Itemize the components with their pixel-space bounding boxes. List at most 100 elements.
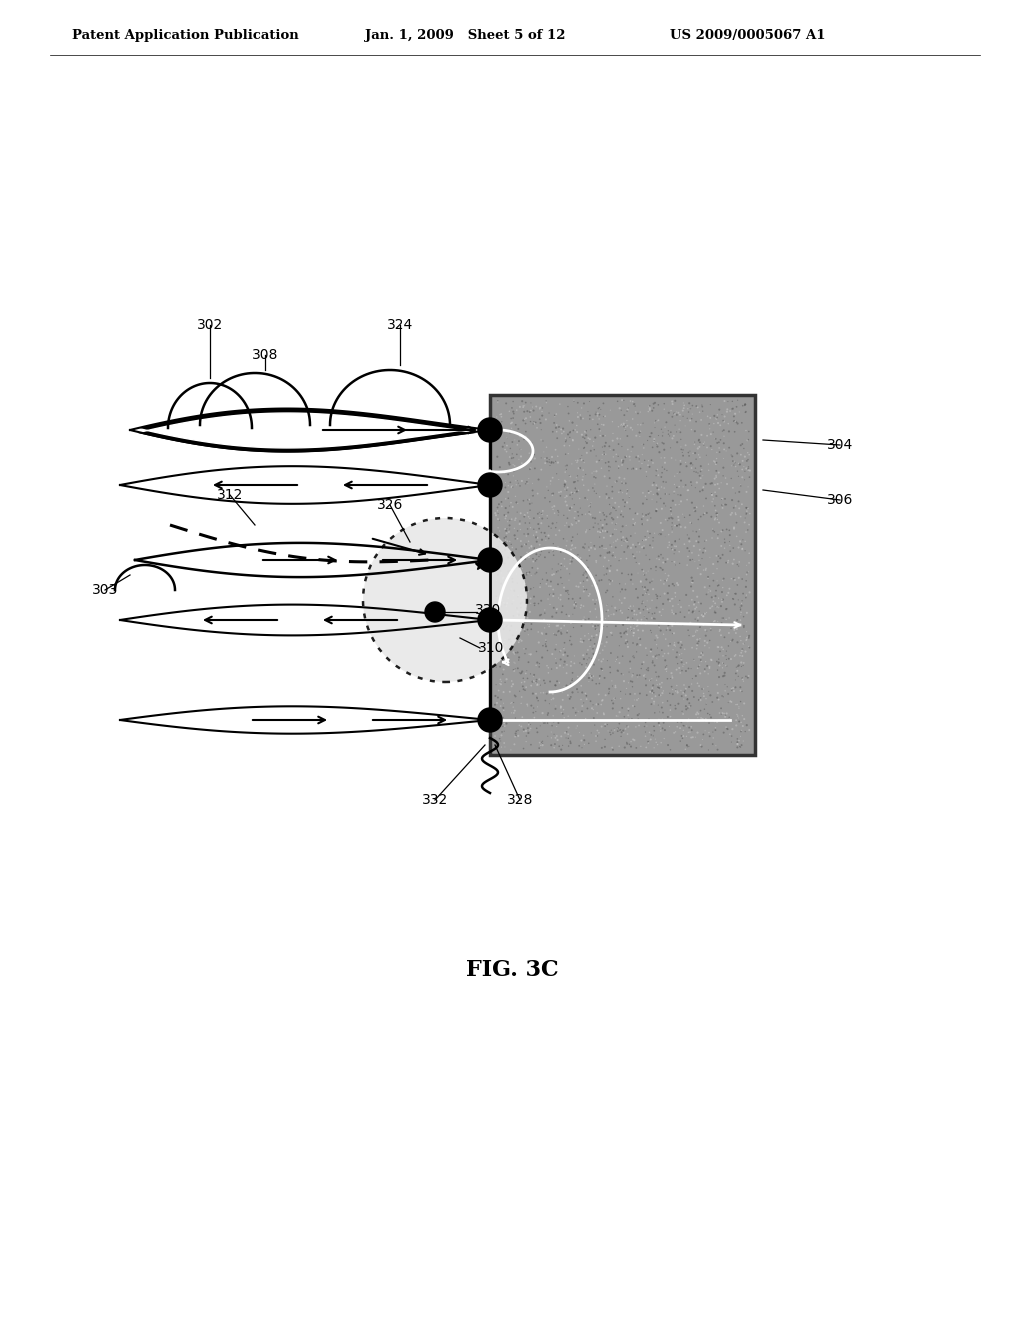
Point xyxy=(519,694,536,715)
Point xyxy=(630,562,646,583)
Point xyxy=(550,446,566,467)
Point xyxy=(563,531,580,552)
Point xyxy=(561,630,578,651)
Point xyxy=(640,401,656,422)
Point xyxy=(640,450,656,471)
Point xyxy=(502,454,518,475)
Point xyxy=(668,636,684,657)
Point xyxy=(672,404,688,425)
Point xyxy=(707,469,723,490)
Point xyxy=(682,399,698,420)
Point xyxy=(562,498,579,519)
Point xyxy=(611,702,628,723)
Point xyxy=(553,697,569,718)
Point xyxy=(621,705,637,726)
Point xyxy=(718,705,734,726)
Point xyxy=(584,648,600,669)
Point xyxy=(547,405,563,426)
Point xyxy=(691,601,708,622)
Point xyxy=(646,412,663,433)
Point xyxy=(618,446,635,467)
Point xyxy=(548,417,564,438)
Point xyxy=(657,656,674,677)
Point xyxy=(618,548,635,569)
Point xyxy=(732,599,749,620)
Point xyxy=(620,416,636,437)
Point xyxy=(625,664,641,685)
Point xyxy=(577,734,593,755)
Point xyxy=(709,688,725,709)
Point xyxy=(573,445,590,466)
Point xyxy=(600,550,616,572)
Point xyxy=(726,568,742,589)
Point xyxy=(585,478,601,499)
Point xyxy=(496,659,512,680)
Point xyxy=(519,519,536,540)
Point xyxy=(505,541,521,562)
Point xyxy=(615,413,632,434)
Point xyxy=(678,696,694,717)
Point xyxy=(707,482,723,503)
Point xyxy=(510,585,526,606)
Point xyxy=(708,500,724,521)
Point xyxy=(556,651,572,672)
Point xyxy=(611,550,628,572)
Point xyxy=(647,417,664,438)
Point xyxy=(719,676,735,697)
Point xyxy=(627,523,643,544)
Point xyxy=(697,709,714,730)
Point xyxy=(611,589,628,610)
Point xyxy=(715,498,731,519)
Point xyxy=(688,619,705,640)
Point xyxy=(549,414,565,436)
Point xyxy=(623,391,639,412)
Point xyxy=(511,681,527,702)
Point xyxy=(517,680,534,701)
Point xyxy=(736,446,753,467)
Point xyxy=(489,392,506,413)
Circle shape xyxy=(478,609,502,632)
Point xyxy=(507,700,523,721)
Point xyxy=(732,690,749,711)
Point xyxy=(662,634,678,655)
Point xyxy=(558,486,574,507)
Point xyxy=(633,570,649,591)
Point xyxy=(588,673,604,694)
Point xyxy=(663,668,679,689)
Point xyxy=(700,454,717,475)
Point xyxy=(544,446,560,467)
Point xyxy=(521,401,538,422)
Point xyxy=(609,718,626,739)
Point xyxy=(681,602,697,623)
Point xyxy=(738,585,755,606)
Point xyxy=(630,688,646,709)
Point xyxy=(537,713,553,734)
Point xyxy=(585,665,601,686)
Point xyxy=(539,655,555,676)
Point xyxy=(521,602,538,623)
Point xyxy=(590,694,606,715)
Point xyxy=(696,603,713,624)
Point xyxy=(601,541,617,562)
Point xyxy=(564,488,581,510)
Point xyxy=(605,543,622,564)
Point xyxy=(642,598,658,619)
Point xyxy=(729,413,745,434)
Point xyxy=(526,458,543,479)
Point xyxy=(737,642,754,663)
Point xyxy=(738,498,755,519)
Point xyxy=(584,612,600,634)
Point xyxy=(539,451,555,473)
Point xyxy=(651,524,668,545)
Point xyxy=(562,673,579,694)
Point xyxy=(701,414,718,436)
Point xyxy=(573,653,590,675)
Point xyxy=(683,418,699,440)
Point xyxy=(526,537,543,558)
Point xyxy=(728,512,744,533)
Point xyxy=(618,733,635,754)
Point xyxy=(648,731,665,752)
Point xyxy=(701,418,718,440)
Point xyxy=(655,623,672,644)
Point xyxy=(674,711,690,733)
